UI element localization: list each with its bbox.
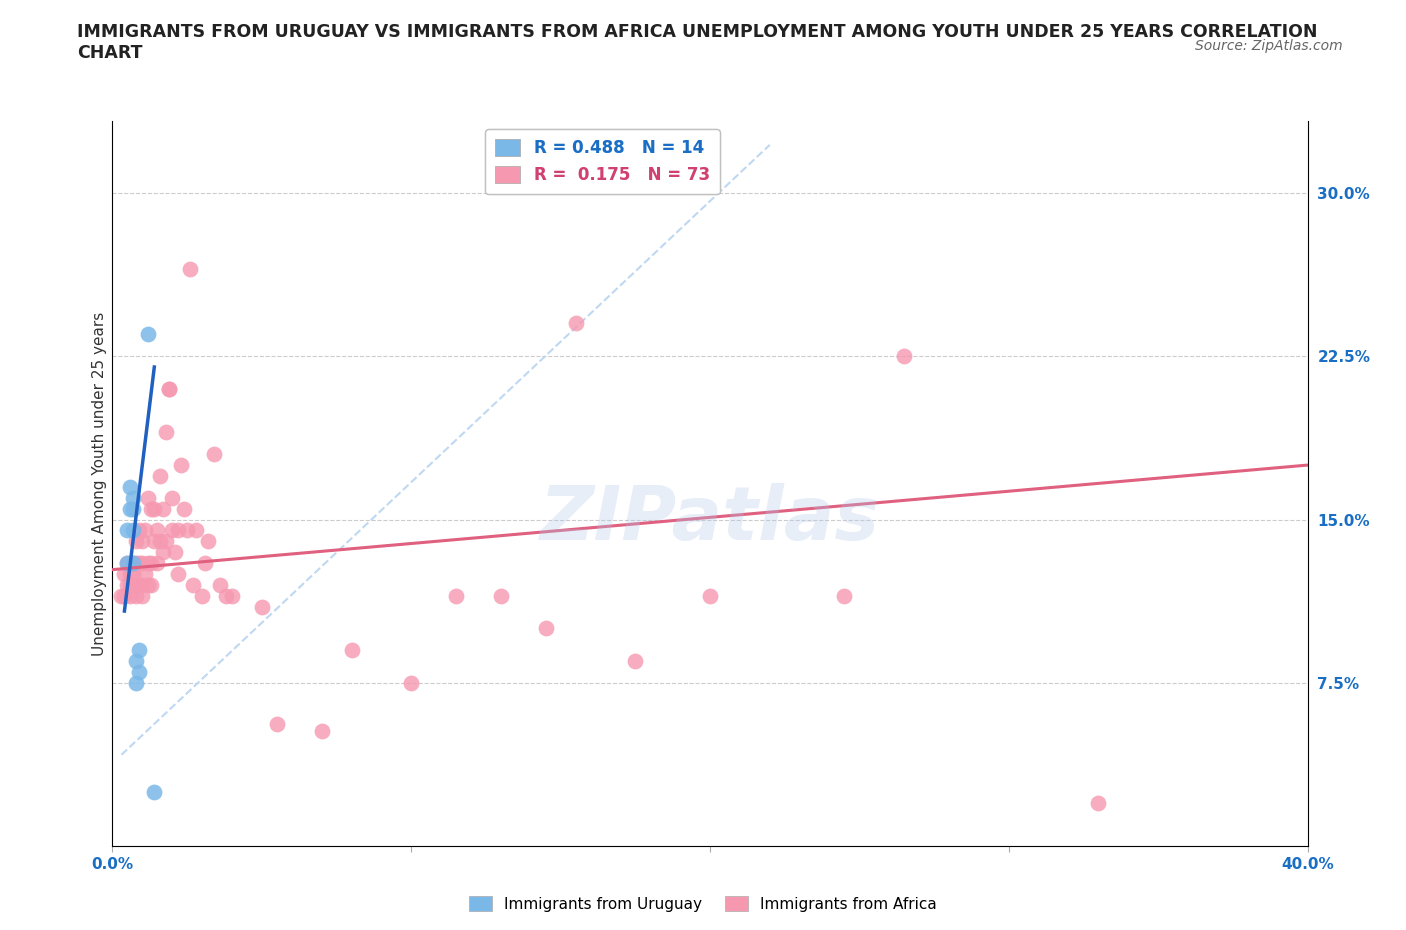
Point	[114, 589, 135, 604]
Point	[125, 675, 148, 690]
Legend: Immigrants from Uruguay, Immigrants from Africa: Immigrants from Uruguay, Immigrants from…	[463, 889, 943, 918]
Point	[215, 589, 238, 604]
Point	[125, 654, 148, 669]
Point	[141, 501, 163, 516]
Point	[401, 675, 423, 690]
Point	[117, 555, 139, 570]
Point	[117, 555, 139, 570]
Point	[143, 784, 166, 799]
Point	[149, 469, 172, 484]
Point	[699, 589, 721, 604]
Legend: R = 0.488   N = 14, R =  0.175   N = 73: R = 0.488 N = 14, R = 0.175 N = 73	[485, 129, 720, 193]
Point	[266, 717, 288, 732]
Point	[128, 578, 150, 592]
Point	[173, 501, 195, 516]
Point	[134, 566, 156, 581]
Point	[122, 501, 145, 516]
Point	[122, 566, 145, 581]
Point	[176, 523, 198, 538]
Point	[146, 555, 169, 570]
Point	[125, 555, 148, 570]
Point	[893, 349, 915, 364]
Point	[152, 501, 174, 516]
Point	[120, 501, 142, 516]
Point	[209, 578, 232, 592]
Point	[128, 555, 150, 570]
Point	[197, 534, 219, 549]
Point	[162, 523, 183, 538]
Point	[202, 446, 225, 461]
Point	[131, 555, 153, 570]
Point	[191, 589, 214, 604]
Point	[120, 589, 142, 604]
Point	[138, 555, 160, 570]
Point	[122, 490, 145, 505]
Point	[125, 589, 148, 604]
Text: IMMIGRANTS FROM URUGUAY VS IMMIGRANTS FROM AFRICA UNEMPLOYMENT AMONG YOUTH UNDER: IMMIGRANTS FROM URUGUAY VS IMMIGRANTS FR…	[77, 23, 1317, 62]
Point	[834, 589, 856, 604]
Point	[152, 545, 174, 560]
Point	[128, 643, 150, 658]
Point	[131, 534, 153, 549]
Text: ZIPatlas: ZIPatlas	[540, 484, 880, 556]
Point	[131, 578, 153, 592]
Point	[167, 566, 190, 581]
Point	[221, 589, 243, 604]
Point	[143, 501, 166, 516]
Point	[534, 621, 557, 636]
Point	[117, 578, 139, 592]
Point	[155, 425, 177, 440]
Point	[194, 555, 217, 570]
Point	[117, 523, 139, 538]
Text: Source: ZipAtlas.com: Source: ZipAtlas.com	[1195, 39, 1343, 53]
Point	[143, 534, 166, 549]
Point	[444, 589, 467, 604]
Point	[157, 381, 180, 396]
Point	[146, 523, 169, 538]
Point	[131, 589, 153, 604]
Point	[179, 261, 201, 276]
Point	[125, 534, 148, 549]
Point	[138, 578, 160, 592]
Y-axis label: Unemployment Among Youth under 25 years: Unemployment Among Youth under 25 years	[91, 312, 107, 656]
Point	[311, 724, 333, 738]
Point	[340, 643, 363, 658]
Point	[564, 316, 586, 331]
Point	[489, 589, 512, 604]
Point	[157, 381, 180, 396]
Point	[138, 327, 160, 342]
Point	[122, 578, 145, 592]
Point	[141, 578, 163, 592]
Point	[120, 566, 142, 581]
Point	[122, 523, 145, 538]
Point	[128, 665, 150, 680]
Point	[128, 523, 150, 538]
Point	[120, 578, 142, 592]
Point	[170, 458, 193, 472]
Point	[122, 555, 145, 570]
Point	[114, 566, 135, 581]
Point	[122, 555, 145, 570]
Point	[110, 589, 132, 604]
Point	[162, 490, 183, 505]
Point	[141, 555, 163, 570]
Point	[624, 654, 647, 669]
Point	[134, 523, 156, 538]
Point	[181, 578, 204, 592]
Point	[250, 599, 273, 614]
Point	[155, 534, 177, 549]
Point	[165, 545, 187, 560]
Point	[186, 523, 208, 538]
Point	[120, 480, 142, 495]
Point	[149, 534, 172, 549]
Point	[167, 523, 190, 538]
Point	[138, 490, 160, 505]
Point	[1087, 795, 1109, 810]
